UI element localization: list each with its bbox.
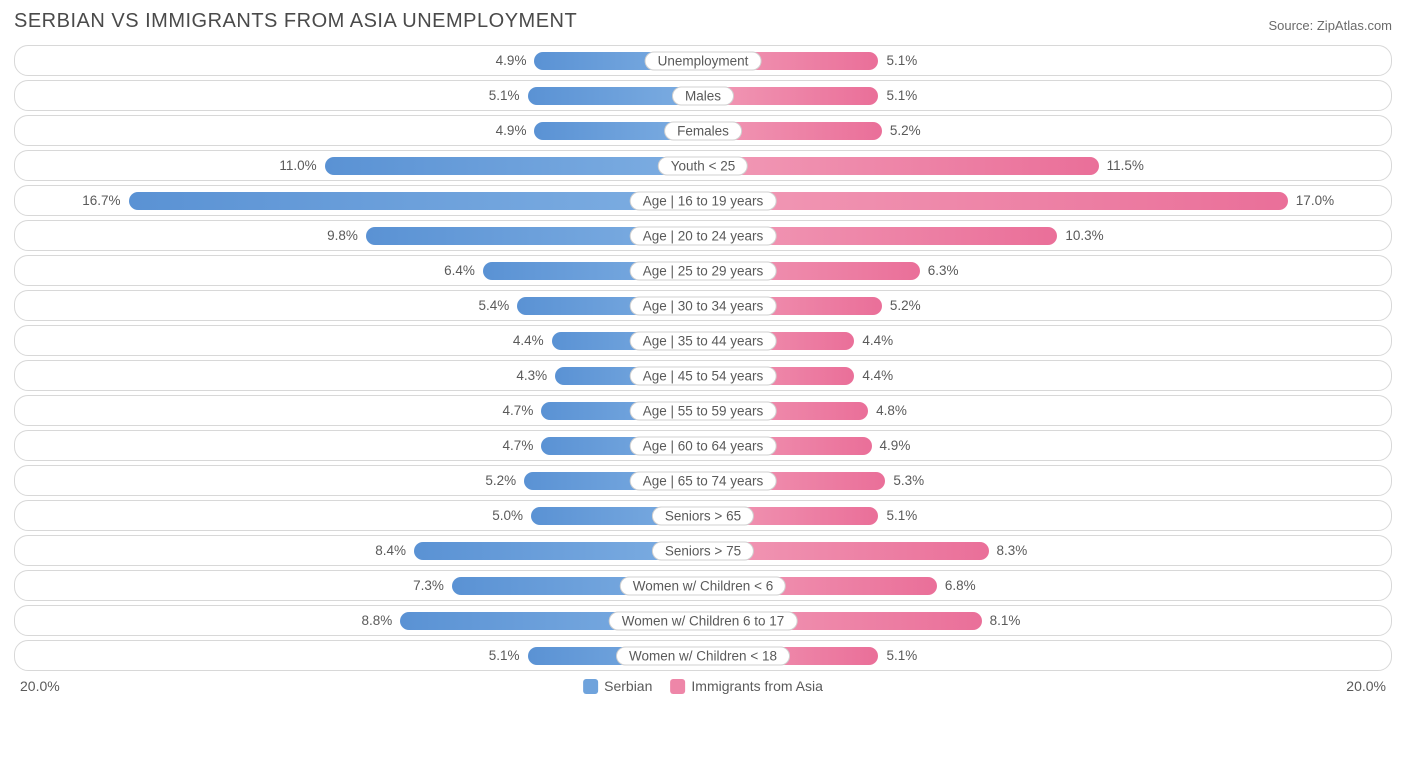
category-label: Seniors > 65 [652, 506, 754, 525]
value-label-right: 10.3% [1057, 228, 1111, 243]
chart-row: 4.4% 4.4% Age | 35 to 44 years [14, 325, 1392, 356]
legend-label-left: Serbian [604, 678, 652, 694]
value-label-left: 5.2% [477, 473, 524, 488]
chart-row: 16.7% 17.0% Age | 16 to 19 years [14, 185, 1392, 216]
value-label-left: 5.1% [481, 648, 528, 663]
value-label-right: 5.2% [882, 298, 929, 313]
chart-row: 5.1% 5.1% Women w/ Children < 18 [14, 640, 1392, 671]
bar-right [703, 157, 1099, 175]
chart-row: 8.4% 8.3% Seniors > 75 [14, 535, 1392, 566]
category-label: Males [672, 86, 734, 105]
value-label-left: 4.4% [505, 333, 552, 348]
category-label: Age | 55 to 59 years [630, 401, 777, 420]
value-label-right: 17.0% [1288, 193, 1342, 208]
value-label-right: 5.3% [885, 473, 932, 488]
chart-source: Source: ZipAtlas.com [1268, 18, 1392, 33]
value-label-left: 9.8% [319, 228, 366, 243]
category-label: Age | 20 to 24 years [630, 226, 777, 245]
bar-right [703, 192, 1288, 210]
category-label: Age | 16 to 19 years [630, 191, 777, 210]
value-label-right: 4.8% [868, 403, 915, 418]
bar-left [325, 157, 703, 175]
value-label-left: 5.0% [484, 508, 531, 523]
legend: Serbian Immigrants from Asia [583, 678, 823, 694]
chart-row: 4.7% 4.9% Age | 60 to 64 years [14, 430, 1392, 461]
category-label: Women w/ Children < 6 [620, 576, 786, 595]
chart-row: 5.4% 5.2% Age | 30 to 34 years [14, 290, 1392, 321]
chart-row: 9.8% 10.3% Age | 20 to 24 years [14, 220, 1392, 251]
value-label-left: 5.1% [481, 88, 528, 103]
category-label: Seniors > 75 [652, 541, 754, 560]
value-label-left: 4.3% [508, 368, 555, 383]
value-label-left: 4.7% [495, 438, 542, 453]
value-label-left: 7.3% [405, 578, 452, 593]
value-label-left: 4.9% [488, 53, 535, 68]
category-label: Females [664, 121, 742, 140]
category-label: Age | 30 to 34 years [630, 296, 777, 315]
chart-row: 11.0% 11.5% Youth < 25 [14, 150, 1392, 181]
legend-swatch-left [583, 679, 598, 694]
chart-row: 4.9% 5.2% Females [14, 115, 1392, 146]
chart-row: 5.1% 5.1% Males [14, 80, 1392, 111]
value-label-left: 5.4% [470, 298, 517, 313]
legend-item-left: Serbian [583, 678, 652, 694]
value-label-left: 4.7% [495, 403, 542, 418]
axis-max-right: 20.0% [1346, 678, 1386, 694]
legend-label-right: Immigrants from Asia [691, 678, 822, 694]
value-label-left: 11.0% [271, 158, 324, 173]
chart-row: 7.3% 6.8% Women w/ Children < 6 [14, 570, 1392, 601]
value-label-right: 4.4% [854, 333, 901, 348]
value-label-right: 6.8% [937, 578, 984, 593]
value-label-right: 8.3% [989, 543, 1036, 558]
chart-row: 5.0% 5.1% Seniors > 65 [14, 500, 1392, 531]
value-label-right: 5.1% [878, 53, 925, 68]
category-label: Age | 65 to 74 years [630, 471, 777, 490]
chart-row: 4.9% 5.1% Unemployment [14, 45, 1392, 76]
value-label-right: 8.1% [982, 613, 1029, 628]
value-label-right: 5.1% [878, 508, 925, 523]
value-label-right: 11.5% [1099, 158, 1152, 173]
value-label-left: 16.7% [74, 193, 128, 208]
value-label-left: 8.8% [354, 613, 401, 628]
category-label: Age | 25 to 29 years [630, 261, 777, 280]
axis-max-left: 20.0% [20, 678, 60, 694]
value-label-left: 4.9% [488, 123, 535, 138]
value-label-right: 5.1% [878, 648, 925, 663]
chart-footer: 20.0% Serbian Immigrants from Asia 20.0% [14, 675, 1392, 697]
value-label-right: 6.3% [920, 263, 967, 278]
category-label: Age | 60 to 64 years [630, 436, 777, 455]
category-label: Women w/ Children < 18 [616, 646, 790, 665]
legend-swatch-right [670, 679, 685, 694]
chart-header: SERBIAN VS IMMIGRANTS FROM ASIA UNEMPLOY… [14, 10, 1392, 33]
chart-row: 8.8% 8.1% Women w/ Children 6 to 17 [14, 605, 1392, 636]
category-label: Women w/ Children 6 to 17 [609, 611, 798, 630]
value-label-right: 4.9% [872, 438, 919, 453]
value-label-right: 5.2% [882, 123, 929, 138]
chart-row: 5.2% 5.3% Age | 65 to 74 years [14, 465, 1392, 496]
category-label: Youth < 25 [658, 156, 748, 175]
value-label-right: 4.4% [854, 368, 901, 383]
chart-row: 4.3% 4.4% Age | 45 to 54 years [14, 360, 1392, 391]
legend-item-right: Immigrants from Asia [670, 678, 822, 694]
bar-left [129, 192, 703, 210]
value-label-left: 8.4% [367, 543, 414, 558]
diverging-bar-chart: 4.9% 5.1% Unemployment 5.1% 5.1% Males 4.9% 5.2… [14, 45, 1392, 671]
chart-row: 6.4% 6.3% Age | 25 to 29 years [14, 255, 1392, 286]
category-label: Age | 45 to 54 years [630, 366, 777, 385]
chart-row: 4.7% 4.8% Age | 55 to 59 years [14, 395, 1392, 426]
category-label: Unemployment [645, 51, 762, 70]
chart-title: SERBIAN VS IMMIGRANTS FROM ASIA UNEMPLOY… [14, 10, 577, 33]
value-label-left: 6.4% [436, 263, 483, 278]
value-label-right: 5.1% [878, 88, 925, 103]
category-label: Age | 35 to 44 years [630, 331, 777, 350]
